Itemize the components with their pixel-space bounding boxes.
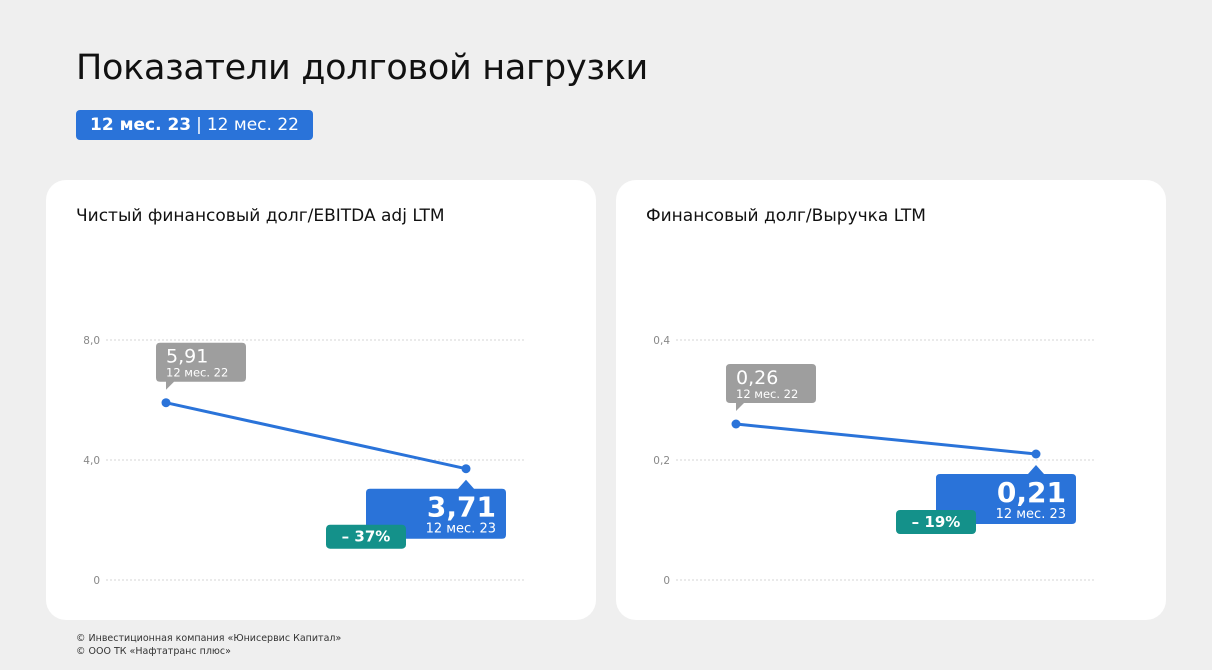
callout-previous	[156, 342, 246, 390]
callout-previous-period: 12 мес. 22	[166, 366, 228, 380]
change-badge	[326, 524, 406, 549]
y-tick-label: 4,0	[83, 455, 100, 467]
period-separator: |	[196, 115, 202, 135]
period-legend-badge: 12 мес. 23 | 12 мес. 22	[76, 110, 313, 140]
data-point-previous	[161, 398, 171, 408]
chart-card-debt-revenue: Финансовый долг/Выручка LTM 0 0,2 0,4 0,26 1…	[616, 180, 1166, 620]
data-point-current	[461, 464, 471, 474]
chart-card-net-debt-ebitda: Чистый финансовый долг/EBITDA adj LTM 0 4…	[46, 180, 596, 620]
callout-current-period: 12 мес. 23	[996, 507, 1066, 522]
series-line	[164, 401, 468, 471]
period-previous-label: 12 мес. 22	[206, 115, 299, 135]
callout-current-period: 12 мес. 23	[426, 522, 496, 537]
data-point-previous	[731, 419, 741, 429]
callout-current-value: 3,71	[427, 491, 496, 524]
y-tick-label: 8,0	[83, 335, 100, 347]
chart-title: Финансовый долг/Выручка LTM	[646, 206, 926, 226]
change-badge-label: – 37%	[342, 528, 391, 546]
series-line	[734, 422, 1038, 456]
chart-title: Чистый финансовый долг/EBITDA adj LTM	[76, 206, 445, 226]
footer-copyright-2: © ООО ТК «Нафтатранс плюс»	[76, 646, 231, 657]
data-point-current	[1031, 449, 1041, 459]
y-tick-label: 0,2	[653, 455, 670, 467]
callout-current	[366, 479, 506, 539]
page-title: Показатели долговой нагрузки	[76, 48, 648, 88]
y-tick-label: 0	[663, 575, 670, 587]
callout-current	[936, 465, 1076, 524]
change-badge	[896, 510, 976, 534]
callout-previous-value: 5,91	[166, 346, 208, 368]
callout-current-value: 0,21	[997, 476, 1066, 509]
callout-previous-period: 12 мес. 22	[736, 387, 798, 401]
y-tick-label: 0,4	[653, 335, 670, 347]
period-current-label: 12 мес. 23	[90, 115, 192, 135]
callout-previous	[726, 364, 816, 411]
footer: © Инвестиционная компания «Юнисервис Кап…	[76, 632, 341, 658]
change-badge-label: – 19%	[912, 513, 961, 531]
footer-copyright-1: © Инвестиционная компания «Юнисервис Кап…	[76, 633, 342, 644]
callout-previous-value: 0,26	[736, 367, 778, 389]
y-tick-label: 0	[93, 575, 100, 587]
